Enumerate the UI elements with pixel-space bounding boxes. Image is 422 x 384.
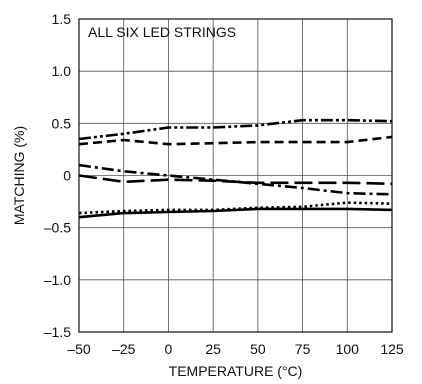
x-tick-label: 125 — [380, 341, 404, 357]
x-tick-label: 50 — [250, 341, 266, 357]
x-tick-label: 25 — [205, 341, 221, 357]
y-tick-label: 1.0 — [52, 63, 72, 79]
series-line-dash-dot — [78, 163, 393, 196]
x-tick-label: –50 — [67, 341, 91, 357]
y-axis-title: MATCHING (%) — [11, 126, 27, 225]
x-tick-label: 0 — [165, 341, 173, 357]
x-tick-labels: –50 –25 0 25 50 75 100 125 — [67, 341, 404, 357]
plot-frame — [78, 18, 393, 333]
x-axis-title: TEMPERATURE (°C) — [169, 363, 303, 379]
y-tick-label: 0 — [63, 168, 71, 184]
x-tick-label: 100 — [336, 341, 360, 357]
y-tick-label: –1.0 — [44, 272, 71, 288]
series-layer — [78, 118, 393, 219]
y-tick-label: –1.5 — [44, 324, 71, 340]
grid — [78, 18, 393, 333]
x-tick-label: 75 — [295, 341, 311, 357]
y-tick-label: 1.5 — [52, 11, 72, 27]
series-line-solid — [78, 207, 393, 219]
series-line-dashed — [78, 135, 393, 146]
series-line-dash-dot-dot — [78, 118, 393, 141]
x-tick-label: –25 — [112, 341, 136, 357]
y-tick-label: –0.5 — [44, 220, 71, 236]
series-line-long-dash — [78, 174, 393, 186]
chart-annotation: ALL SIX LED STRINGS — [88, 24, 236, 40]
y-tick-label: 0.5 — [52, 115, 72, 131]
y-tick-labels: 1.5 1.0 0.5 0 –0.5 –1.0 –1.5 — [44, 11, 71, 340]
